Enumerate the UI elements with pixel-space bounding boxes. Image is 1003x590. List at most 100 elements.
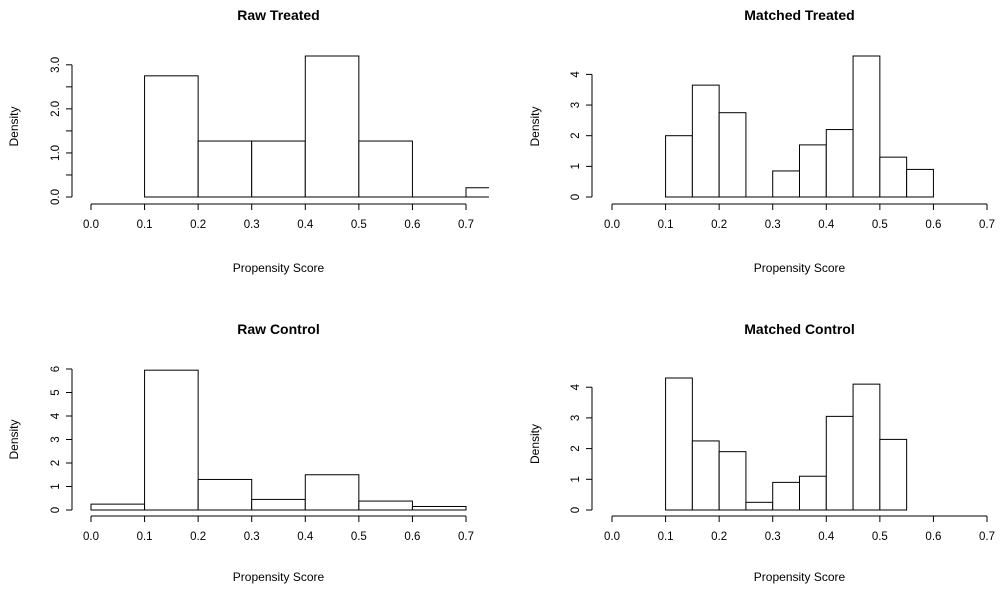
histogram-bar: [691, 440, 720, 511]
y-tick-label: 3: [50, 436, 62, 442]
x-tick-label: 0.1: [137, 219, 153, 231]
x-tick-label: 0.3: [244, 531, 260, 543]
histogram-bar: [197, 140, 253, 198]
panel-title: Matched Treated: [744, 7, 854, 23]
y-axis-label: Density: [7, 106, 21, 146]
histogram-bar: [691, 84, 720, 198]
y-tick-label: 0: [570, 194, 582, 200]
x-axis-label: Propensity Score: [754, 570, 846, 584]
x-tick-label: 0.5: [351, 219, 367, 231]
x-axis-label: Propensity Score: [233, 570, 325, 584]
y-axis-label: Density: [7, 419, 21, 459]
y-tick-label: 1: [570, 163, 582, 169]
x-tick-label: 0.3: [765, 531, 781, 543]
histogram-bar: [358, 140, 413, 198]
y-tick-label: 2: [50, 460, 62, 466]
panel-title: Raw Control: [237, 321, 319, 337]
histogram-bar: [411, 505, 467, 511]
panel-matched-treated: Matched Treated Propensity Score Density…: [528, 7, 995, 275]
y-tick-label: 3: [570, 102, 582, 108]
y-axis-label: Density: [528, 106, 542, 146]
y-axis-label: Density: [528, 424, 542, 464]
x-tick-label: 0.5: [351, 531, 367, 543]
x-tick-label: 0.3: [765, 219, 781, 231]
histogram-bar: [852, 55, 881, 198]
x-tick-label: 0.0: [83, 219, 99, 231]
y-tick-label: 4: [50, 412, 62, 419]
histogram-bar: [852, 383, 881, 511]
histogram-bar: [665, 377, 693, 511]
histogram-bar: [665, 135, 693, 198]
histogram-bar: [718, 112, 747, 198]
x-tick-label: 0.5: [872, 531, 888, 543]
histogram-bar: [304, 55, 360, 198]
x-tick-label: 0.2: [190, 531, 206, 543]
histogram-bar: [304, 474, 360, 511]
x-tick-label: 0.5: [872, 219, 888, 231]
histogram-bar: [772, 170, 801, 198]
bars: [90, 369, 467, 511]
x-tick-label: 0.7: [979, 531, 995, 543]
y-tick-label: 2.0: [50, 101, 62, 117]
x-tick-label: 0.7: [458, 219, 474, 231]
x-tick-label: 0.2: [711, 531, 727, 543]
panel-title: Raw Treated: [237, 7, 319, 23]
x-tick-label: 0.4: [818, 219, 835, 231]
histogram-bar: [251, 140, 306, 198]
x-tick-label: 0.7: [979, 219, 995, 231]
x-tick-label: 0.0: [604, 531, 620, 543]
histogram-bar: [144, 369, 199, 511]
x-axis-label: Propensity Score: [233, 261, 325, 275]
x-tick-label: 0.1: [658, 219, 674, 231]
histogram-bar: [799, 475, 827, 511]
y-tick-label: 1: [50, 483, 62, 489]
histogram-bar: [745, 501, 774, 511]
y-tick-label: 4: [570, 383, 582, 390]
histogram-bar: [197, 478, 253, 511]
panel-title: Matched Control: [744, 321, 854, 337]
histogram-bar: [906, 168, 934, 198]
y-tick-label: 2: [570, 132, 582, 138]
histogram-bar: [772, 481, 801, 511]
x-tick-label: 0.2: [190, 219, 206, 231]
y-tick-label: 3: [570, 415, 582, 421]
histogram-bar: [825, 129, 854, 198]
histogram-bar: [825, 415, 854, 511]
x-tick-label: 0.4: [297, 531, 314, 543]
x-tick-label: 0.6: [404, 531, 420, 543]
y-tick-label: 4: [570, 71, 582, 78]
histogram-bar: [144, 75, 199, 198]
x-tick-label: 0.0: [83, 531, 99, 543]
histogram-bar: [799, 144, 827, 198]
x-tick-label: 0.3: [244, 219, 260, 231]
x-tick-label: 0.6: [925, 219, 941, 231]
histogram-bar: [879, 438, 908, 511]
bars: [144, 55, 489, 198]
x-tick-label: 0.4: [297, 219, 314, 231]
y-tick-label: 0.0: [50, 189, 62, 205]
x-tick-label: 0.2: [711, 219, 727, 231]
histogram-bar: [251, 498, 306, 511]
y-tick-label: 0: [570, 507, 582, 513]
x-tick-label: 0.6: [925, 531, 941, 543]
x-tick-label: 0.1: [658, 531, 674, 543]
y-tick-label: 3.0: [50, 57, 62, 73]
bars: [665, 55, 934, 198]
x-tick-label: 0.1: [137, 531, 153, 543]
histogram-bar: [879, 156, 908, 198]
panel-matched-control: Matched Control Propensity Score Density…: [528, 321, 995, 584]
x-tick-label: 0.7: [458, 531, 474, 543]
histogram-bar: [358, 500, 413, 511]
y-tick-label: 2: [570, 445, 582, 451]
y-tick-label: 5: [50, 389, 62, 395]
x-tick-label: 0.6: [404, 219, 420, 231]
panel-raw-control: Raw Control Propensity Score Density 0.0…: [7, 321, 474, 584]
histogram-bar: [90, 503, 146, 511]
panel-raw-treated: Raw Treated Propensity Score Density 0.0…: [7, 7, 489, 275]
histogram-bar: [718, 451, 747, 511]
bars: [665, 377, 908, 511]
x-tick-label: 0.4: [818, 531, 835, 543]
y-tick-label: 1: [570, 476, 582, 482]
histogram-bar: [465, 187, 489, 198]
